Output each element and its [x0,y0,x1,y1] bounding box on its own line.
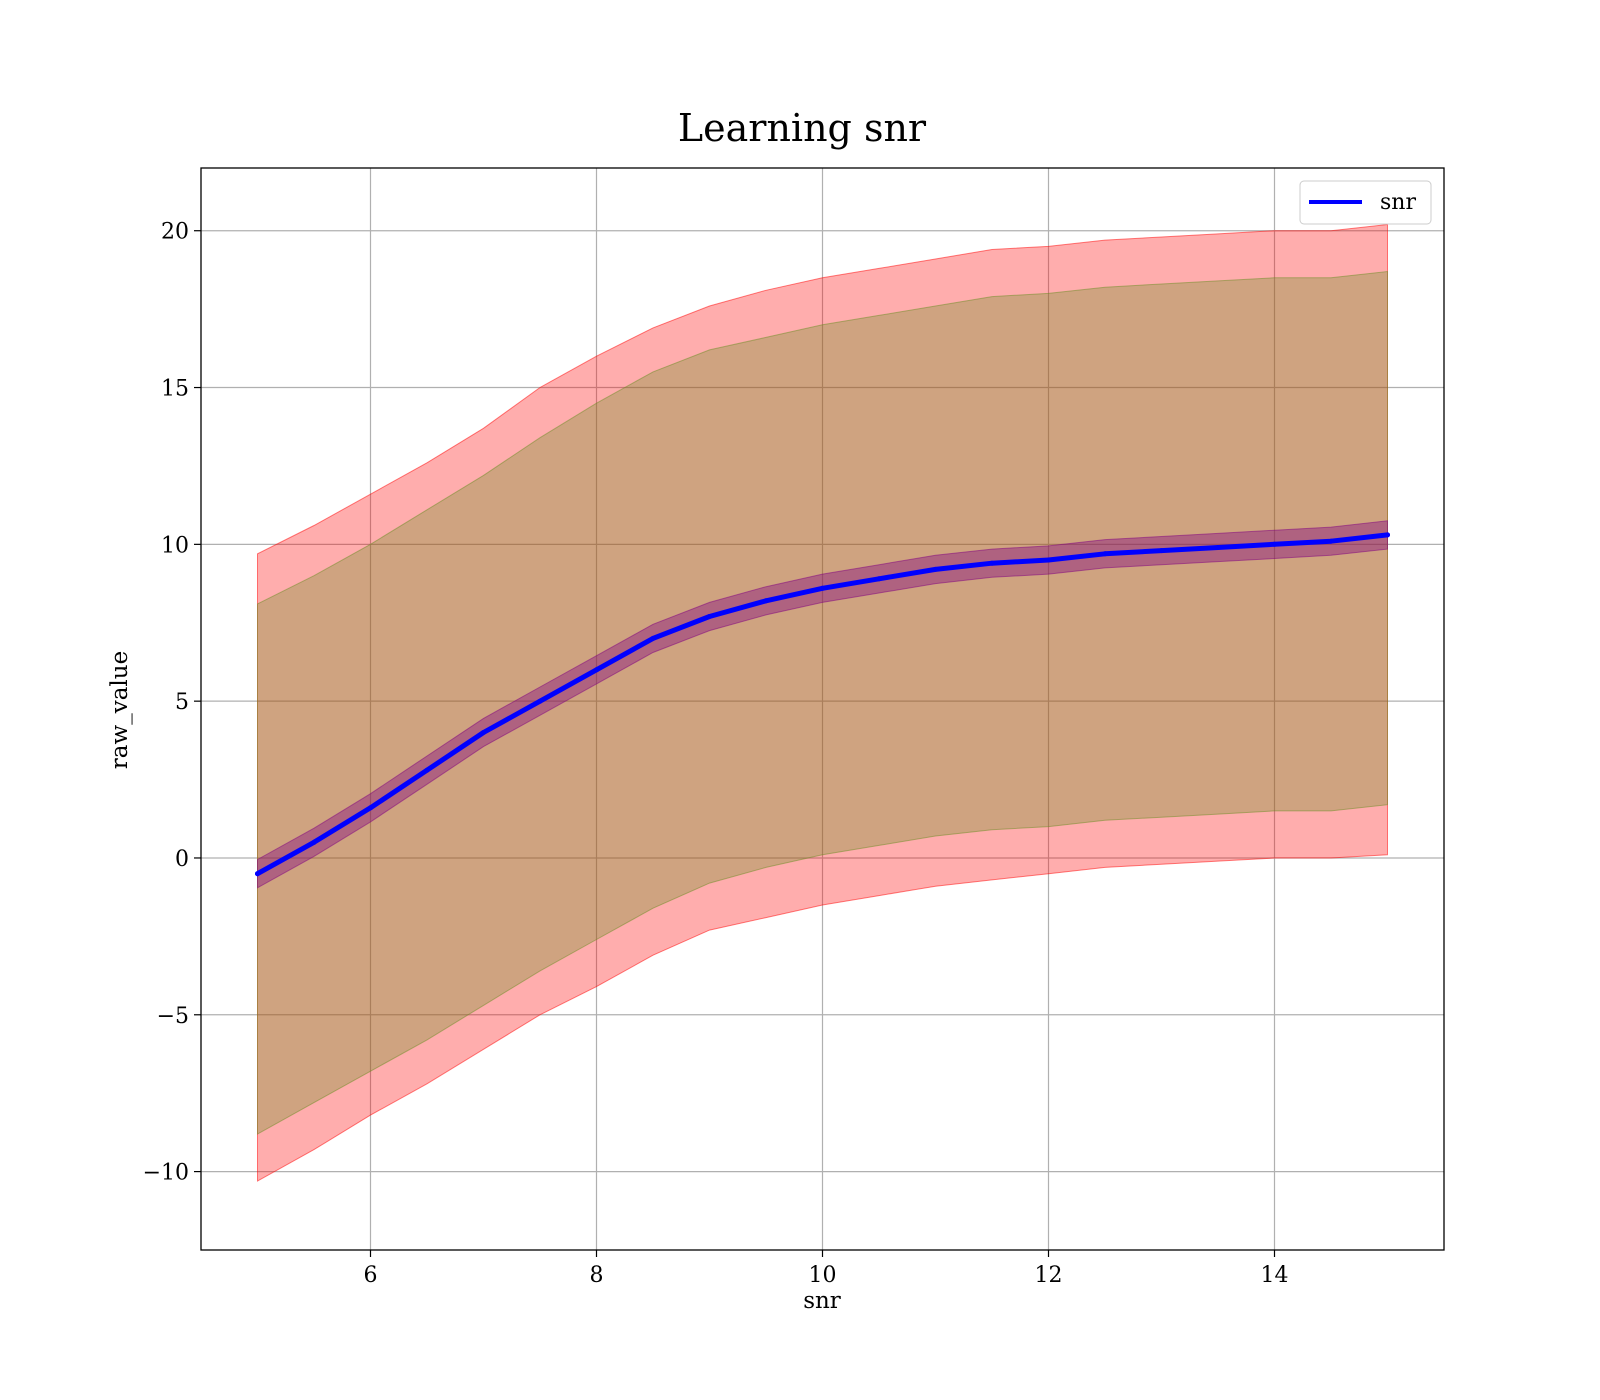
x-tick-label: 14 [1261,1263,1289,1288]
legend-box [1299,180,1432,225]
y-tick-label: −5 [157,1004,189,1029]
data-point [1272,541,1277,547]
chart-title: Learning snr [678,106,927,150]
data-point [989,560,995,566]
ticks: 6 8 10 12 14 −10 −5 0 5 10 15 20 [143,220,1289,1288]
data-point [650,635,656,641]
data-point [1385,532,1390,538]
data-point [1328,538,1334,544]
series-lines [255,532,1390,877]
y-tick-label: 0 [175,847,189,872]
data-point [1159,548,1164,554]
inner-band [257,270,1388,1135]
legend-label-snr: snr [1380,190,1416,215]
x-tick-label: 12 [1035,1263,1063,1288]
y-tick-label: 15 [161,377,189,402]
confidence-bands [257,223,1388,1182]
legend: snr [1299,180,1432,225]
data-point [876,576,882,582]
data-point [1215,545,1221,550]
outer-band [257,223,1388,1182]
data-point [1046,557,1051,563]
y-tick-label: −10 [143,1161,189,1186]
y-axis-label: raw_value [107,651,133,769]
data-point [933,566,938,572]
y-tick-label: 10 [161,533,189,558]
data-point [424,767,430,773]
data-point [763,598,769,604]
data-point [368,805,373,811]
data-point [537,698,543,704]
data-point [311,839,317,845]
data-point [481,730,486,735]
data-point [255,871,260,877]
x-tick-label: 8 [590,1263,604,1288]
x-tick-label: 10 [809,1263,837,1288]
y-tick-label: 5 [175,690,189,715]
data-point [1102,551,1108,557]
y-tick-label: 20 [161,220,189,245]
mean-band [257,520,1388,889]
x-axis-label: snr [803,1288,841,1314]
data-point [707,614,712,619]
x-tick-label: 6 [364,1263,378,1288]
data-point [820,585,825,591]
data-point [594,667,599,673]
